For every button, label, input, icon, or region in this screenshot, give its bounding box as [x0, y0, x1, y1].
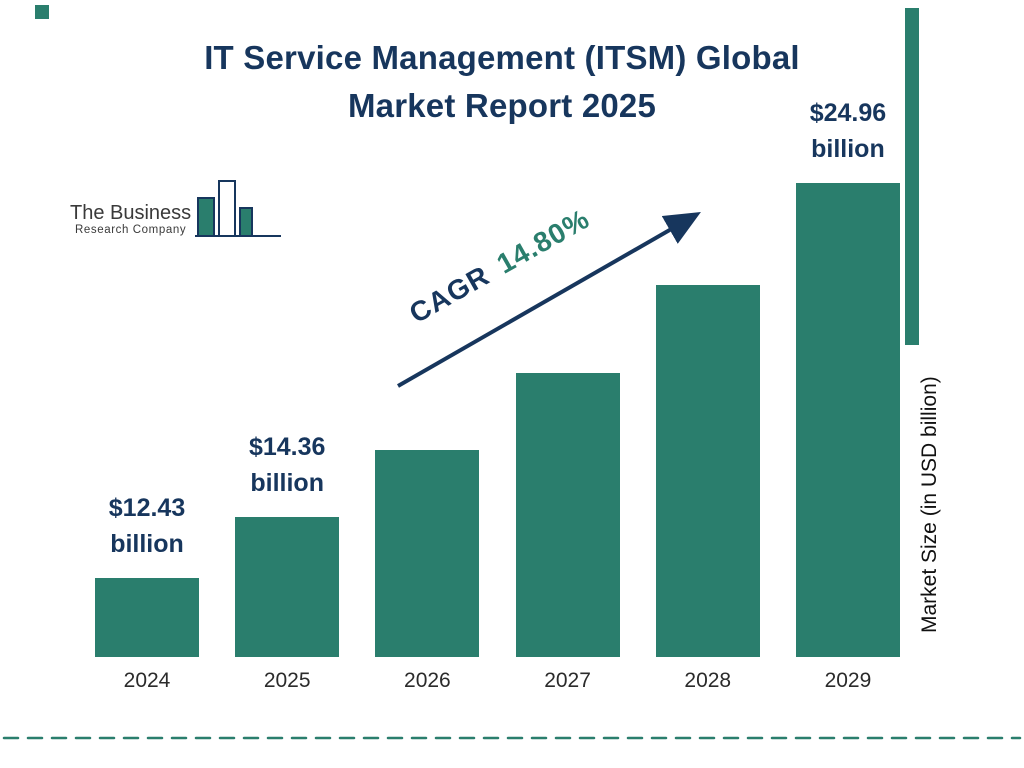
bar-2024: [95, 578, 199, 657]
year-label-2027: 2027: [544, 669, 591, 692]
bar-2025: [235, 517, 340, 657]
company-logo: The Business Research Company: [70, 178, 283, 251]
bar-chart-logo-icon: [195, 178, 283, 251]
bar-2027: [515, 373, 620, 657]
bar-2029: [795, 183, 900, 657]
bar-value-amount: $12.43: [108, 494, 186, 522]
accent-square-top-left: [35, 5, 49, 19]
page-title-line2: Market Report 2025: [347, 87, 657, 124]
bar-chart: $12.43 billion 2024 $14.36 billion 2025 …: [95, 99, 900, 692]
bar-group-2028: 2028: [655, 183, 760, 692]
bar-value-unit: billion: [811, 135, 885, 163]
bottom-dashed-line: [0, 729, 1024, 740]
year-label-2024: 2024: [123, 669, 171, 692]
page-title: IT Service Management (ITSM) Global Mark…: [0, 34, 1004, 130]
bar-value-label-2029: $24.96 billion: [776, 95, 920, 167]
bar-value-label-2025: $14.36 billion: [215, 429, 359, 501]
year-label-2025: 2025: [263, 669, 311, 692]
logo-name: The Business: [70, 202, 192, 224]
logo-subname: Research Company: [74, 224, 187, 236]
accent-strip-right: [905, 8, 919, 345]
bar-group-2026: 2026: [375, 183, 480, 692]
bar-value-unit: billion: [110, 530, 184, 558]
bar-value-unit: billion: [250, 469, 324, 497]
bar-value-amount: $14.36: [248, 433, 326, 461]
bar-group-2029: $24.96 billion 2029: [795, 99, 900, 692]
bar-value-label-2024: $12.43 billion: [75, 490, 219, 562]
page-title-line1: IT Service Management (ITSM) Global: [204, 39, 800, 76]
bar-group-2027: 2027: [515, 183, 620, 692]
year-label-2026: 2026: [404, 669, 451, 692]
bar-group-2025: $14.36 billion 2025: [235, 183, 340, 692]
company-logo-text: The Business Research Company: [70, 202, 191, 236]
year-label-2029: 2029: [824, 669, 872, 692]
year-label-2028: 2028: [684, 669, 732, 692]
bar-2028: [655, 285, 760, 657]
y-axis-label: Market Size (in USD billion): [918, 376, 941, 634]
bar-value-amount: $24.96: [809, 99, 887, 127]
bar-2026: [375, 450, 480, 657]
bar-group-2024: $12.43 billion 2024: [95, 183, 199, 692]
